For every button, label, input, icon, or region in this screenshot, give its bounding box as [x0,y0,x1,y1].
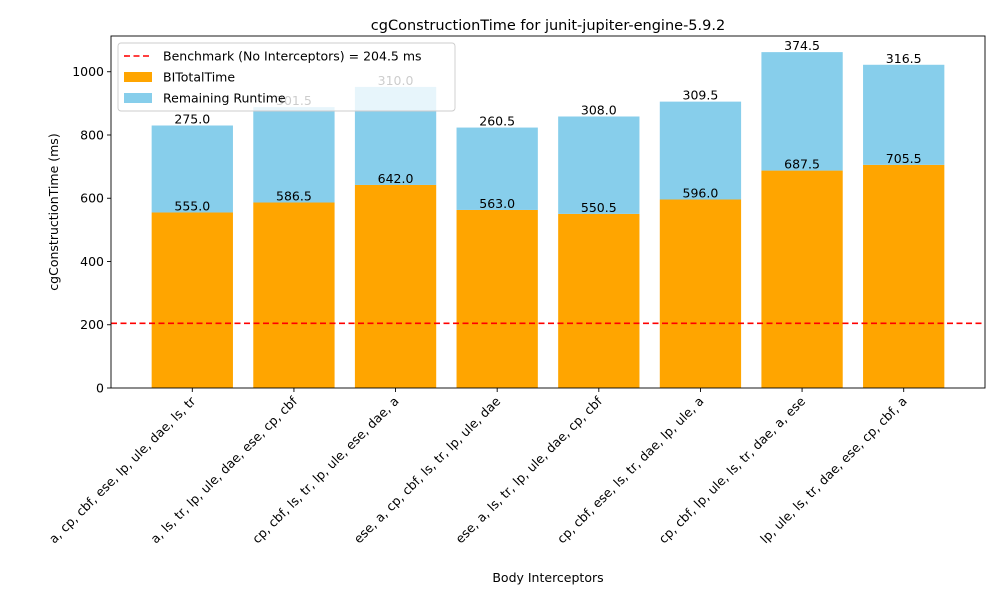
bar-bitotaltime [354,184,437,388]
legend-bitotaltime-label: BITotalTime [163,70,235,85]
y-tick-label: 600 [80,191,104,206]
data-label-remaining-runtime: 316.5 [886,51,922,66]
plot-frame [110,35,986,389]
bar-remaining-runtime [863,64,945,165]
bar-labels-layer: 555.0275.0586.5301.5642.0310.0563.0260.5… [174,38,921,215]
legend-bitotaltime-swatch [124,72,152,82]
legend-box [117,42,456,112]
bar-bitotaltime [659,199,742,388]
bar-bitotaltime [456,209,538,388]
legend-remaining-runtime-swatch [124,93,152,103]
y-axis: 0 200 400 600 800 1000 [72,64,111,396]
data-label-remaining-runtime: 275.0 [174,112,210,127]
data-label-remaining-runtime: 309.5 [683,88,719,103]
bar-remaining-runtime [253,107,335,203]
x-axis-label: Body Interceptors [492,570,603,585]
y-axis-label: cgConstructionTime (ms) [46,133,61,290]
data-label-remaining-runtime: 260.5 [479,114,515,129]
data-label-bitotaltime: 642.0 [378,171,414,186]
legend-benchmark-label: Benchmark (No Interceptors) = 204.5 ms [163,49,422,64]
bars-layer [151,52,945,388]
bar-remaining-runtime [659,101,742,200]
data-label-remaining-runtime: 374.5 [784,38,820,53]
y-tick-label: 1000 [72,64,104,79]
bar-remaining-runtime [761,52,843,171]
data-label-bitotaltime: 586.5 [276,189,312,204]
bar-bitotaltime [151,212,233,388]
y-tick-label: 400 [80,254,104,269]
bar-remaining-runtime [558,116,640,214]
data-label-bitotaltime: 596.0 [683,186,719,201]
y-tick-label: 200 [80,317,104,332]
data-label-bitotaltime: 705.5 [886,151,922,166]
bar-remaining-runtime [151,125,233,213]
bar-bitotaltime [761,170,843,388]
bar-bitotaltime [863,164,945,388]
legend-remaining-runtime-label: Remaining Runtime [163,91,286,106]
data-label-remaining-runtime: 308.0 [581,102,617,117]
x-axis: a, cp, cbf, ese, lp, ule, dae, ls, tra, … [46,388,910,546]
y-tick-label: 0 [96,381,104,396]
data-label-bitotaltime: 550.5 [581,200,617,215]
data-label-bitotaltime: 687.5 [784,157,820,172]
y-tick-label: 800 [80,127,104,142]
legend: Benchmark (No Interceptors) = 204.5 ms BI… [117,42,456,112]
chart-title: cgConstructionTime for junit-jupiter-eng… [371,18,725,34]
data-label-bitotaltime: 563.0 [479,196,515,211]
bar-bitotaltime [253,202,335,388]
data-label-bitotaltime: 555.0 [174,198,210,213]
bar-remaining-runtime [456,127,538,210]
bar-bitotaltime [558,213,640,388]
